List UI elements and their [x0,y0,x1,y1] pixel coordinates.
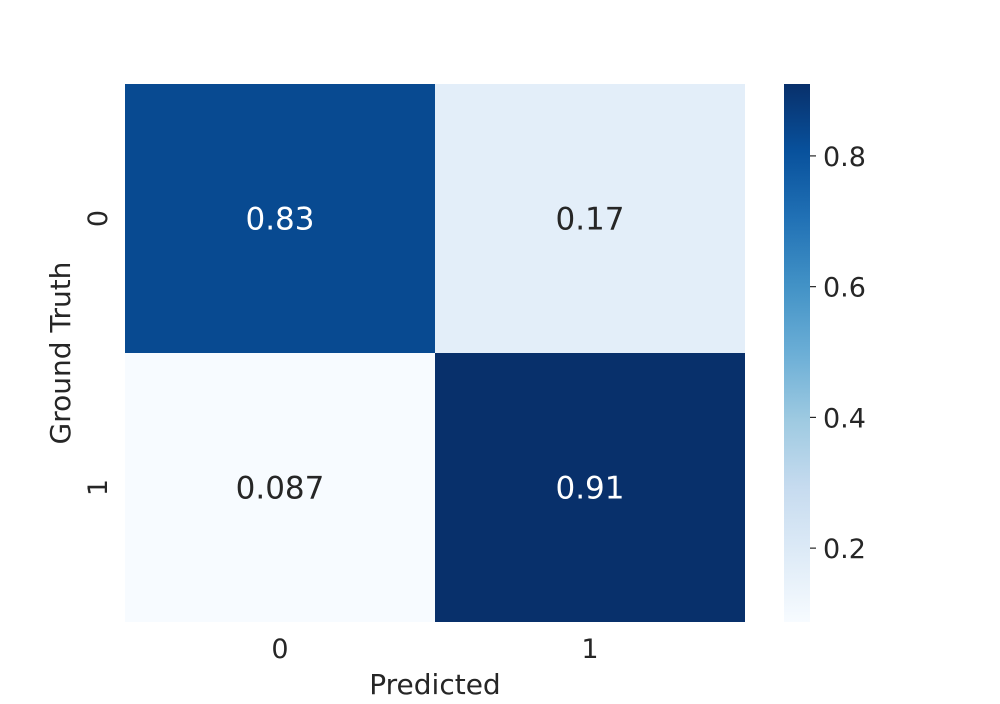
colorbar-tick-label-1: 0.4 [823,403,866,434]
y-tick-label-0: 0 [83,210,114,227]
y-tick-label-1: 1 [83,479,114,496]
x-tick-label-1: 1 [581,634,598,665]
heatmap-cell-r1-c0 [125,353,435,622]
y-tick-labels: 01 [83,210,114,496]
heatmap-cell-labels: 0.83 0.17 0.087 0.91 [236,202,625,507]
cell-value-label-r1-c0: 0.087 [236,471,325,507]
y-axis-label: Ground Truth [44,262,77,445]
x-tick-label-0: 0 [271,634,288,665]
heatmap-cells [125,84,745,622]
colorbar [784,84,810,622]
heatmap-cell-r0-c0 [125,84,435,353]
colorbar-ticks: 0.2 0.4 0.6 0.8 [810,142,866,565]
colorbar-tick-label-3: 0.8 [823,142,866,173]
x-axis-label: Predicted [369,668,500,700]
colorbar-tick-label-0: 0.2 [823,534,866,565]
heatmap-cell-r1-c1 [435,353,745,622]
heatmap-cell-r0-c1 [435,84,745,353]
cell-value-label-r0-c0: 0.83 [245,202,314,238]
cell-value-label-r0-c1: 0.17 [555,202,624,238]
colorbar-tick-label-2: 0.6 [823,273,866,304]
cell-value-label-r1-c1: 0.91 [555,471,624,507]
